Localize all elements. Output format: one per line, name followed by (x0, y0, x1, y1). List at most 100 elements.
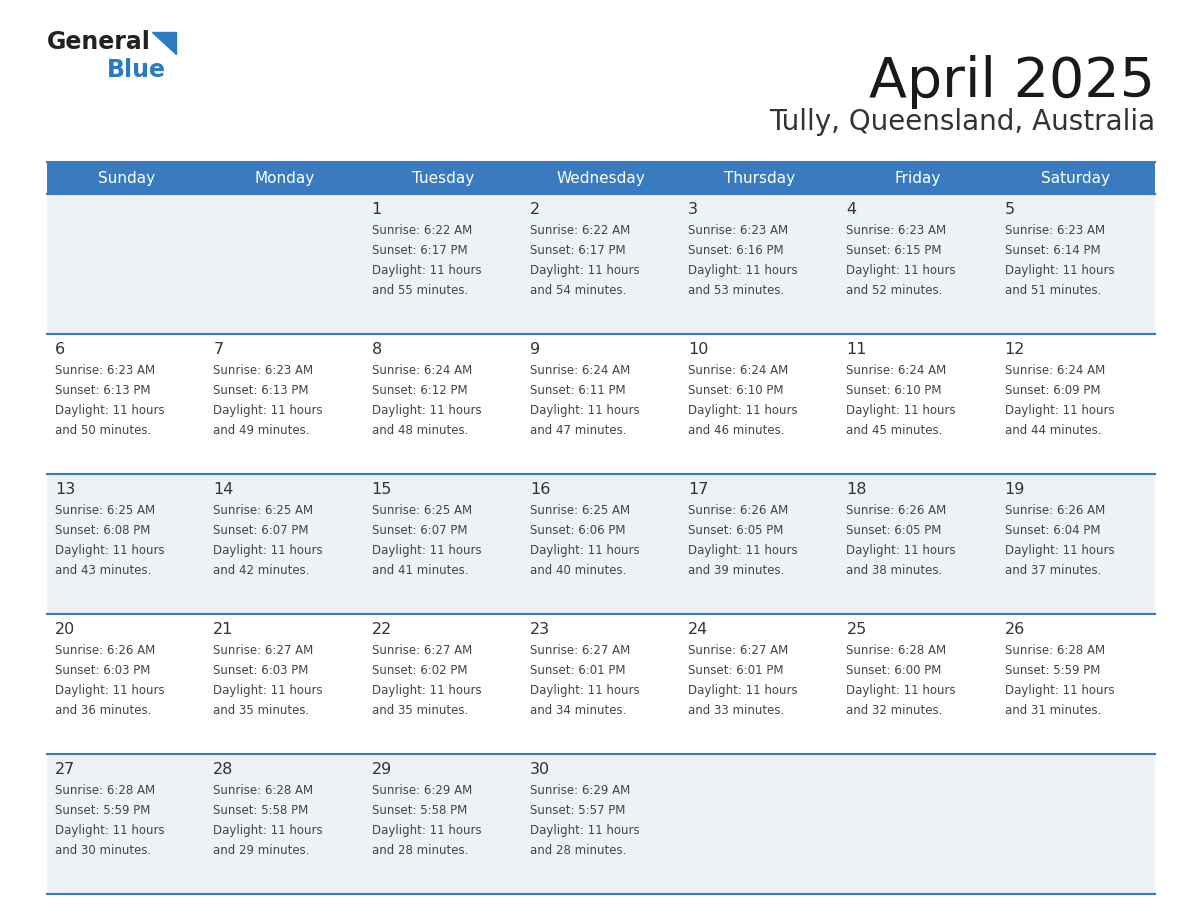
Text: and 50 minutes.: and 50 minutes. (55, 424, 151, 437)
Bar (206, 614, 364, 754)
Text: and 55 minutes.: and 55 minutes. (372, 284, 468, 297)
Bar (364, 614, 522, 754)
Text: Sunset: 5:58 PM: Sunset: 5:58 PM (372, 804, 467, 817)
Text: Daylight: 11 hours: Daylight: 11 hours (372, 824, 481, 837)
Text: Daylight: 11 hours: Daylight: 11 hours (372, 404, 481, 417)
Text: Daylight: 11 hours: Daylight: 11 hours (55, 824, 165, 837)
Text: 21: 21 (214, 622, 234, 637)
Text: 26: 26 (1005, 622, 1025, 637)
Text: Daylight: 11 hours: Daylight: 11 hours (688, 264, 798, 277)
Text: 18: 18 (846, 482, 867, 497)
Text: 11: 11 (846, 342, 867, 357)
Bar (997, 474, 1155, 614)
Bar (681, 614, 839, 754)
Text: 24: 24 (688, 622, 708, 637)
Text: Daylight: 11 hours: Daylight: 11 hours (372, 264, 481, 277)
Text: and 31 minutes.: and 31 minutes. (1005, 704, 1101, 717)
Text: 16: 16 (530, 482, 550, 497)
Text: 12: 12 (1005, 342, 1025, 357)
Text: Sunrise: 6:26 AM: Sunrise: 6:26 AM (1005, 504, 1105, 517)
Text: Daylight: 11 hours: Daylight: 11 hours (846, 544, 956, 557)
Text: Sunset: 6:09 PM: Sunset: 6:09 PM (1005, 384, 1100, 397)
Bar (522, 162, 681, 194)
Text: 3: 3 (688, 202, 699, 217)
Text: and 29 minutes.: and 29 minutes. (214, 844, 310, 857)
Text: 28: 28 (214, 762, 234, 777)
Text: Tully, Queensland, Australia: Tully, Queensland, Australia (769, 108, 1155, 136)
Text: Daylight: 11 hours: Daylight: 11 hours (530, 544, 639, 557)
Text: Sunrise: 6:28 AM: Sunrise: 6:28 AM (846, 644, 947, 657)
Text: Sunset: 6:14 PM: Sunset: 6:14 PM (1005, 244, 1100, 257)
Text: 14: 14 (214, 482, 234, 497)
Text: and 39 minutes.: and 39 minutes. (688, 564, 784, 577)
Text: 1: 1 (372, 202, 381, 217)
Bar (681, 474, 839, 614)
Bar (997, 334, 1155, 474)
Text: Sunset: 6:00 PM: Sunset: 6:00 PM (846, 664, 942, 677)
Text: Daylight: 11 hours: Daylight: 11 hours (1005, 544, 1114, 557)
Text: Sunset: 6:17 PM: Sunset: 6:17 PM (372, 244, 467, 257)
Bar (206, 474, 364, 614)
Text: Sunrise: 6:27 AM: Sunrise: 6:27 AM (214, 644, 314, 657)
Text: Sunrise: 6:25 AM: Sunrise: 6:25 AM (214, 504, 314, 517)
Text: and 54 minutes.: and 54 minutes. (530, 284, 626, 297)
Text: Sunset: 6:02 PM: Sunset: 6:02 PM (372, 664, 467, 677)
Text: Sunrise: 6:23 AM: Sunrise: 6:23 AM (1005, 224, 1105, 237)
Bar (522, 754, 681, 894)
Text: 25: 25 (846, 622, 867, 637)
Text: and 35 minutes.: and 35 minutes. (372, 704, 468, 717)
Text: Sunrise: 6:29 AM: Sunrise: 6:29 AM (372, 784, 472, 797)
Bar (364, 162, 522, 194)
Text: Daylight: 11 hours: Daylight: 11 hours (55, 544, 165, 557)
Text: 23: 23 (530, 622, 550, 637)
Text: Sunset: 6:05 PM: Sunset: 6:05 PM (688, 524, 784, 537)
Text: Sunrise: 6:28 AM: Sunrise: 6:28 AM (214, 784, 314, 797)
Text: Sunset: 5:58 PM: Sunset: 5:58 PM (214, 804, 309, 817)
Text: Monday: Monday (254, 171, 315, 185)
Text: Sunset: 6:15 PM: Sunset: 6:15 PM (846, 244, 942, 257)
Text: Sunrise: 6:27 AM: Sunrise: 6:27 AM (372, 644, 472, 657)
Text: Daylight: 11 hours: Daylight: 11 hours (214, 824, 323, 837)
Text: Sunrise: 6:23 AM: Sunrise: 6:23 AM (214, 364, 314, 377)
Text: and 38 minutes.: and 38 minutes. (846, 564, 943, 577)
Text: Daylight: 11 hours: Daylight: 11 hours (846, 684, 956, 697)
Text: Daylight: 11 hours: Daylight: 11 hours (214, 684, 323, 697)
Bar (839, 194, 997, 334)
Bar (681, 162, 839, 194)
Text: Daylight: 11 hours: Daylight: 11 hours (55, 404, 165, 417)
Text: 13: 13 (55, 482, 75, 497)
Text: General: General (48, 30, 151, 54)
Text: Sunrise: 6:28 AM: Sunrise: 6:28 AM (55, 784, 156, 797)
Bar (48, 162, 206, 194)
Text: 30: 30 (530, 762, 550, 777)
Text: Blue: Blue (107, 58, 166, 82)
Bar (522, 474, 681, 614)
Text: Sunset: 6:11 PM: Sunset: 6:11 PM (530, 384, 626, 397)
Text: and 40 minutes.: and 40 minutes. (530, 564, 626, 577)
Text: Sunset: 6:08 PM: Sunset: 6:08 PM (55, 524, 151, 537)
Text: 7: 7 (214, 342, 223, 357)
Text: Daylight: 11 hours: Daylight: 11 hours (214, 404, 323, 417)
Text: Sunset: 6:10 PM: Sunset: 6:10 PM (846, 384, 942, 397)
Text: 22: 22 (372, 622, 392, 637)
Text: and 51 minutes.: and 51 minutes. (1005, 284, 1101, 297)
Text: and 33 minutes.: and 33 minutes. (688, 704, 784, 717)
Text: Sunrise: 6:27 AM: Sunrise: 6:27 AM (688, 644, 789, 657)
Bar (997, 614, 1155, 754)
Text: Daylight: 11 hours: Daylight: 11 hours (688, 684, 798, 697)
Text: Sunrise: 6:27 AM: Sunrise: 6:27 AM (530, 644, 630, 657)
Text: Sunrise: 6:22 AM: Sunrise: 6:22 AM (372, 224, 472, 237)
Text: Sunset: 5:59 PM: Sunset: 5:59 PM (55, 804, 151, 817)
Text: Sunrise: 6:25 AM: Sunrise: 6:25 AM (530, 504, 630, 517)
Text: and 52 minutes.: and 52 minutes. (846, 284, 943, 297)
Bar (839, 334, 997, 474)
Text: Sunset: 6:12 PM: Sunset: 6:12 PM (372, 384, 467, 397)
Text: Daylight: 11 hours: Daylight: 11 hours (846, 264, 956, 277)
Text: Daylight: 11 hours: Daylight: 11 hours (530, 684, 639, 697)
Bar (681, 334, 839, 474)
Text: 8: 8 (372, 342, 381, 357)
Text: and 37 minutes.: and 37 minutes. (1005, 564, 1101, 577)
Bar (48, 474, 206, 614)
Text: and 49 minutes.: and 49 minutes. (214, 424, 310, 437)
Text: Sunset: 6:04 PM: Sunset: 6:04 PM (1005, 524, 1100, 537)
